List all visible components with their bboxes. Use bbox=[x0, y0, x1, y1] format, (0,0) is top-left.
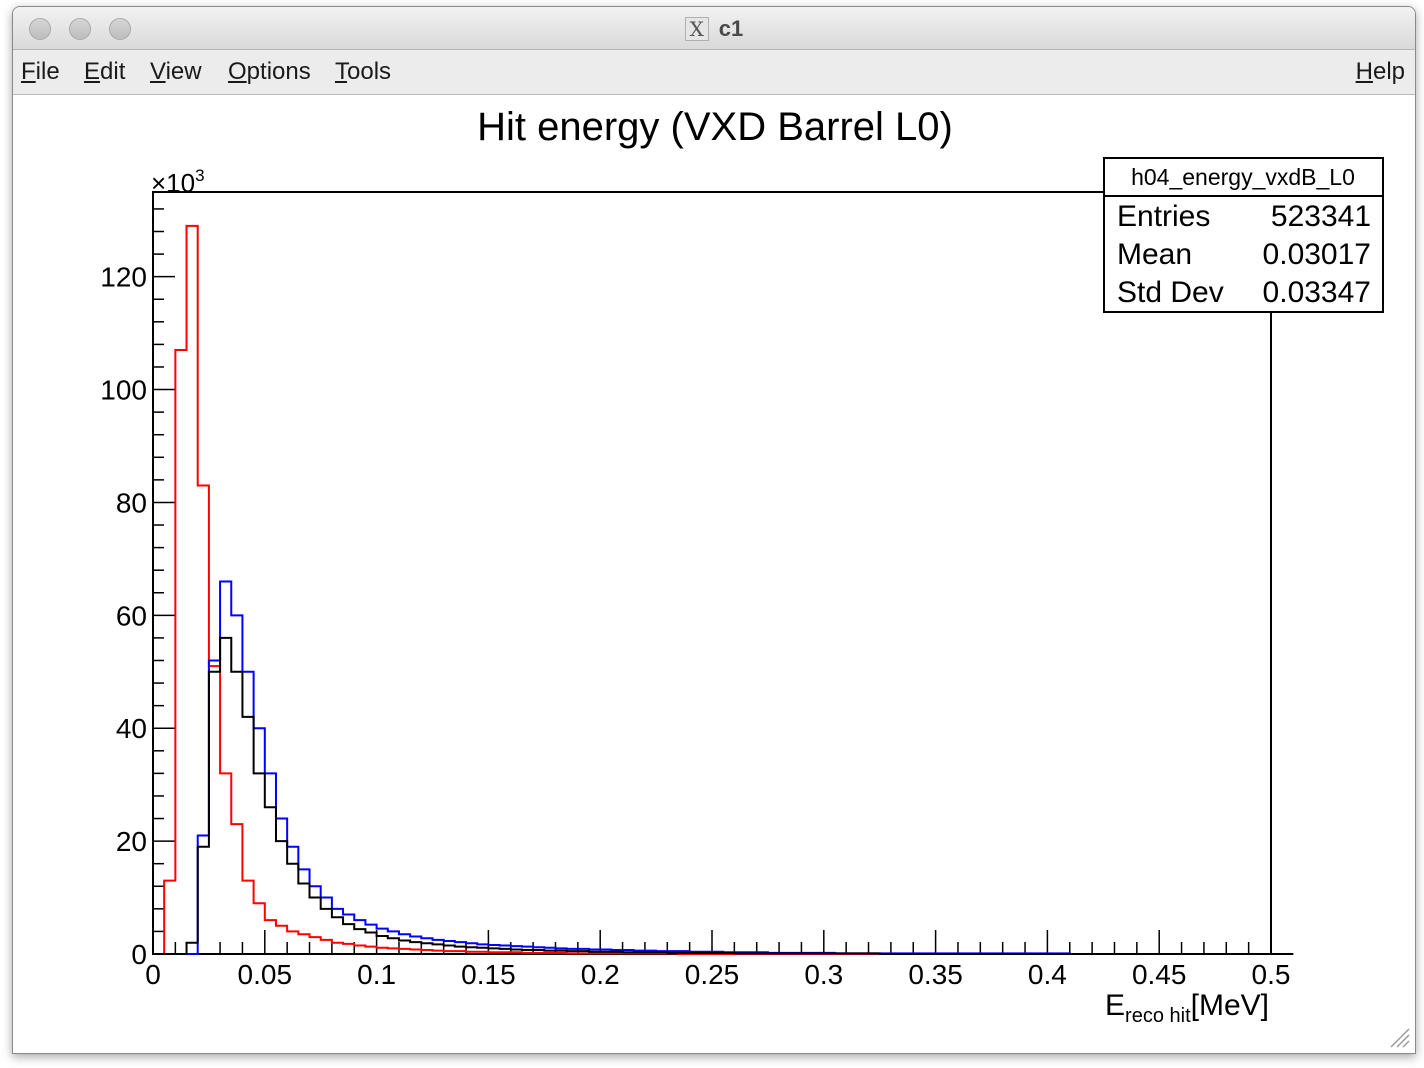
y-multiplier: ×103 bbox=[151, 166, 205, 198]
x-tick-label: 0.5 bbox=[1252, 959, 1291, 990]
y-tick-label: 120 bbox=[100, 262, 147, 293]
y-multiplier-exp: 3 bbox=[195, 166, 204, 185]
x-tick-label: 0.4 bbox=[1028, 959, 1067, 990]
window-title: c1 bbox=[718, 16, 744, 41]
stats-entries-value: 523341 bbox=[1271, 200, 1371, 233]
x-axis-label-unit: [MeV] bbox=[1191, 989, 1269, 1022]
menu-file[interactable]: File bbox=[21, 58, 60, 86]
menu-view-label: iew bbox=[165, 58, 202, 85]
chart-title: Hit energy (VXD Barrel L0) bbox=[477, 105, 953, 149]
menu-view-accel: V bbox=[150, 58, 166, 85]
y-tick-label: 20 bbox=[116, 826, 147, 857]
x-axis-label: Ereco hit[MeV] bbox=[1105, 989, 1269, 1027]
x-tick-label: 0.3 bbox=[804, 959, 843, 990]
x-tick-label: 0.05 bbox=[238, 959, 293, 990]
histogram-series-3 bbox=[153, 636, 1294, 955]
stats-box-name: h04_energy_vxdB_L0 bbox=[1131, 164, 1355, 190]
y-tick-label: 0 bbox=[131, 939, 147, 970]
x-tick-label: 0.15 bbox=[461, 959, 516, 990]
y-multiplier-base: ×10 bbox=[151, 168, 195, 198]
x-tick-label: 0.25 bbox=[685, 959, 740, 990]
x-tick-label: 0.35 bbox=[908, 959, 963, 990]
stats-stddev-label: Std Dev bbox=[1117, 276, 1224, 309]
resize-grip-icon[interactable] bbox=[1387, 1025, 1411, 1049]
menu-bar: File Edit View Options Tools Help bbox=[13, 50, 1415, 95]
x-tick-label: 0.2 bbox=[581, 959, 620, 990]
menu-edit-label: dit bbox=[100, 58, 126, 85]
menu-file-accel: F bbox=[21, 58, 36, 85]
menu-edit-accel: E bbox=[84, 58, 101, 85]
stats-box-frame bbox=[1103, 157, 1384, 313]
x-tick-label: 0.45 bbox=[1132, 959, 1187, 990]
menu-tools[interactable]: Tools bbox=[335, 58, 391, 86]
histogram-plot[interactable]: Hit energy (VXD Barrel L0) 0 0.05 0.1 0.15 0… bbox=[13, 95, 1415, 1053]
menu-tools-label: ools bbox=[347, 58, 392, 85]
plot-canvas[interactable]: Hit energy (VXD Barrel L0) 0 0.05 0.1 0.15 0… bbox=[13, 95, 1415, 1053]
x11-icon: X bbox=[684, 17, 709, 41]
menu-edit[interactable]: Edit bbox=[84, 58, 125, 86]
y-tick-label: 40 bbox=[116, 713, 147, 744]
y-tick-label: 60 bbox=[116, 600, 147, 631]
x-tick-label: 0 bbox=[145, 959, 161, 990]
menu-help-label: elp bbox=[1372, 58, 1405, 85]
menu-help[interactable]: Help bbox=[1356, 58, 1405, 86]
y-tick-label: 100 bbox=[100, 375, 147, 406]
menu-help-accel: H bbox=[1355, 58, 1373, 85]
stats-mean-value: 0.03017 bbox=[1263, 238, 1371, 271]
zoom-window-button[interactable] bbox=[109, 18, 131, 40]
menu-options-label: ptions bbox=[246, 58, 311, 85]
stats-entries-label: Entries bbox=[1117, 200, 1210, 233]
menu-file-label: ile bbox=[35, 58, 60, 85]
histogram-series-1 bbox=[153, 224, 1271, 955]
menu-options[interactable]: Options bbox=[228, 58, 311, 86]
minimize-window-button[interactable] bbox=[69, 18, 91, 40]
close-window-button[interactable] bbox=[29, 18, 51, 40]
menu-tools-accel: T bbox=[335, 58, 347, 85]
stats-stddev-value: 0.03347 bbox=[1263, 276, 1371, 309]
menu-view[interactable]: View bbox=[150, 58, 202, 86]
x-tick-label: 0.1 bbox=[357, 959, 396, 990]
stats-box[interactable]: h04_energy_vxdB_L0 Entries 523341 Mean 0… bbox=[1103, 157, 1384, 313]
x-axis-label-main: E bbox=[1105, 989, 1125, 1022]
series-group bbox=[153, 224, 1294, 955]
x-axis-label-sub: reco hit bbox=[1125, 1005, 1191, 1027]
menu-options-accel: O bbox=[228, 58, 247, 85]
y-tick-label: 80 bbox=[116, 487, 147, 518]
stats-mean-label: Mean bbox=[1117, 238, 1192, 271]
